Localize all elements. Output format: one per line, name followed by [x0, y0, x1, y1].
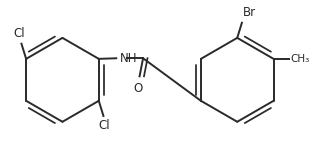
Text: NH: NH: [120, 52, 137, 65]
Text: Cl: Cl: [13, 27, 25, 40]
Text: O: O: [134, 82, 143, 95]
Text: Br: Br: [243, 6, 256, 19]
Text: CH₃: CH₃: [290, 54, 309, 64]
Text: Cl: Cl: [99, 120, 110, 133]
